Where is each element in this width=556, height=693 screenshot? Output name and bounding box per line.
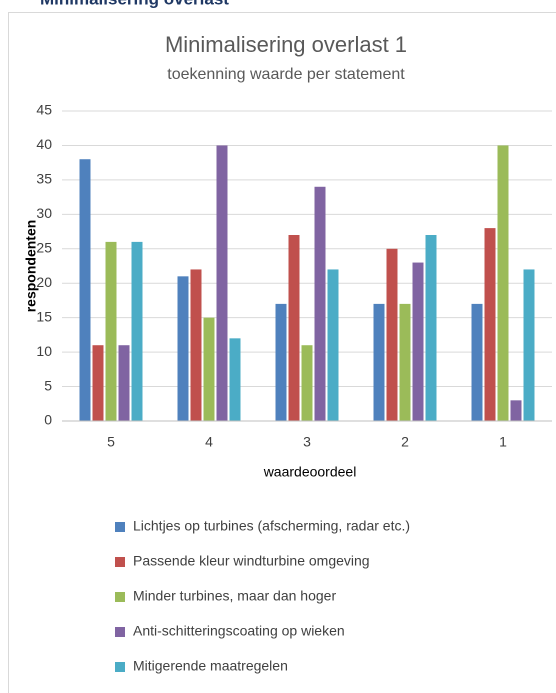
bar	[523, 269, 535, 421]
bar	[288, 235, 300, 421]
bar	[203, 317, 215, 421]
bar	[327, 269, 339, 421]
legend-swatch	[115, 522, 125, 532]
bar	[118, 345, 130, 421]
bar	[412, 262, 424, 421]
bar	[275, 303, 287, 421]
bar	[373, 303, 385, 421]
bar	[92, 345, 104, 421]
bar	[314, 186, 326, 421]
legend-swatch	[115, 627, 125, 637]
bar	[79, 159, 91, 421]
bar	[399, 303, 411, 421]
y-tick-label: 40	[36, 136, 52, 152]
bar	[471, 303, 483, 421]
x-tick-label: 3	[303, 434, 311, 450]
y-tick-label: 35	[36, 171, 52, 187]
legend-swatch	[115, 592, 125, 602]
legend-label: Minder turbines, maar dan hoger	[133, 588, 336, 604]
chart-title: Minimalisering overlast 1	[165, 32, 407, 57]
y-tick-label: 25	[36, 239, 52, 255]
bar	[510, 400, 522, 421]
bar	[484, 228, 496, 421]
y-tick-label: 45	[36, 102, 52, 118]
bar	[131, 241, 143, 421]
bar	[177, 276, 189, 421]
bar	[216, 145, 228, 421]
legend-label: Anti-schitteringscoating op wieken	[133, 623, 345, 639]
bar	[386, 248, 398, 421]
legend-label: Passende kleur windturbine omgeving	[133, 553, 370, 569]
y-tick-label: 30	[36, 205, 52, 221]
y-axis-label: respondenten	[23, 220, 39, 313]
bar	[190, 269, 202, 421]
x-tick-label: 2	[401, 434, 409, 450]
x-tick-label: 5	[107, 434, 115, 450]
y-tick-label: 20	[36, 274, 52, 290]
legend-swatch	[115, 557, 125, 567]
legend-swatch	[115, 662, 125, 672]
x-tick-label: 4	[205, 434, 213, 450]
heading: Minimalisering overlast	[40, 0, 229, 8]
bar	[425, 235, 437, 421]
y-tick-label: 15	[36, 308, 52, 324]
chart-subtitle: toekenning waarde per statement	[167, 66, 405, 83]
y-tick-label: 10	[36, 343, 52, 359]
bar	[301, 345, 313, 421]
legend-label: Mitigerende maatregelen	[133, 658, 288, 674]
y-tick-label: 0	[44, 412, 52, 428]
legend-label: Lichtjes op turbines (afscherming, radar…	[133, 518, 410, 534]
x-axis-label: waardeoordeel	[263, 464, 357, 480]
x-tick-label: 1	[499, 434, 507, 450]
bar	[105, 241, 117, 421]
y-tick-label: 5	[44, 377, 52, 393]
bar	[497, 145, 509, 421]
bar	[229, 338, 241, 421]
